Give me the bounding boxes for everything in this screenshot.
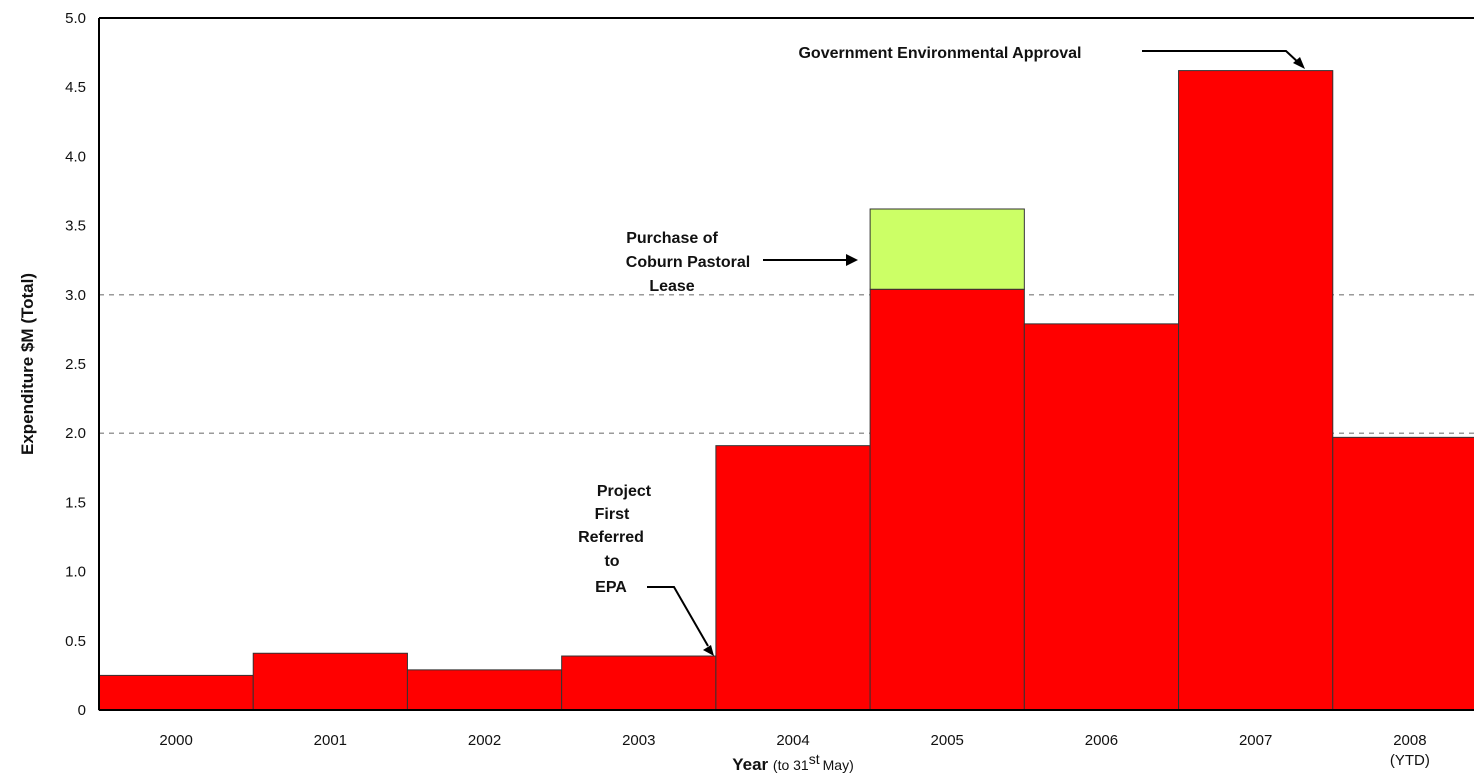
bar-2004-series-0 bbox=[715, 445, 871, 711]
y-tick-label: 3.0 bbox=[65, 287, 86, 304]
x-tick-labels: 2000 2001 2002 2003 2004 2005 2006 2007 2008 (YTD… bbox=[159, 732, 1429, 769]
x-tick-label: 2001 bbox=[314, 732, 347, 749]
annotation-epa-line-2: First bbox=[595, 506, 630, 523]
bar-2007-series-0 bbox=[1178, 70, 1334, 711]
y-tick-label: 2.5 bbox=[65, 356, 86, 373]
y-axis-title: Expenditure $M (Total) bbox=[18, 273, 37, 455]
bar-2008-series-0 bbox=[1332, 436, 1474, 711]
x-tick-label: 2003 bbox=[622, 732, 655, 749]
annotation-coburn-line-1: Purchase of bbox=[626, 230, 718, 247]
x-axis-title-suffix-end: May) bbox=[823, 757, 854, 773]
annotation-epa-arrow bbox=[647, 586, 709, 647]
annotation-coburn-arrowhead bbox=[846, 254, 858, 266]
y-tick-label: 1.0 bbox=[65, 564, 86, 581]
bar-2006-series-0 bbox=[1023, 323, 1180, 711]
annotation-gov-approval-arrow bbox=[1142, 50, 1301, 65]
bar-2005-series-0 bbox=[869, 288, 1025, 711]
annotation-epa-arrowhead bbox=[703, 645, 714, 656]
bars bbox=[98, 70, 1474, 711]
annotation-gov-approval-arrowhead bbox=[1293, 57, 1305, 69]
y-tick-label: 1.5 bbox=[65, 494, 86, 511]
x-tick-label: 2002 bbox=[468, 732, 501, 749]
x-tick-sublabel: (YTD) bbox=[1390, 752, 1430, 769]
x-tick-label: 2006 bbox=[1085, 732, 1118, 749]
x-tick-label: 2008 bbox=[1393, 732, 1426, 749]
x-tick-label: 2005 bbox=[931, 732, 964, 749]
annotation-epa-line-3: Referred bbox=[578, 529, 644, 546]
y-tick-label: 4.0 bbox=[65, 148, 86, 165]
bar-2003-series-0 bbox=[561, 655, 717, 711]
annotation-gov-approval: Government Environmental Approval bbox=[798, 45, 1305, 69]
bar-2001-series-0 bbox=[252, 652, 408, 711]
y-tick-labels: 0 0.5 1.0 1.5 2.0 2.5 3.0 3.5 4.0 4.5 5.0 bbox=[65, 10, 86, 719]
axes bbox=[98, 17, 1474, 711]
y-tick-label: 0.5 bbox=[65, 633, 86, 650]
annotation-epa-referral: Project First Referred to EPA bbox=[578, 483, 714, 656]
y-tick-label: 0 bbox=[78, 702, 86, 719]
y-tick-label: 3.5 bbox=[65, 218, 86, 235]
annotation-epa-line-4: to bbox=[604, 553, 619, 570]
annotation-gov-approval-text: Government Environmental Approval bbox=[798, 45, 1081, 62]
annotation-coburn-line-3: Lease bbox=[649, 278, 694, 295]
bar-2005-series-1 bbox=[869, 208, 1025, 290]
annotation-coburn-line-2: Coburn Pastoral bbox=[626, 254, 750, 271]
y-tick-label: 4.5 bbox=[65, 79, 86, 96]
bar-2002-series-0 bbox=[406, 669, 563, 711]
bar-2000-series-0 bbox=[98, 674, 254, 711]
x-tick-label: 2000 bbox=[159, 732, 192, 749]
annotation-epa-line-5: EPA bbox=[595, 579, 627, 596]
x-tick-label: 2004 bbox=[776, 732, 809, 749]
y-tick-label: 5.0 bbox=[65, 10, 86, 27]
annotation-coburn-purchase: Purchase of Coburn Pastoral Lease bbox=[626, 230, 858, 295]
x-tick-label: 2007 bbox=[1239, 732, 1272, 749]
x-axis-title-suffix: (to 31 bbox=[773, 757, 809, 773]
y-tick-label: 2.0 bbox=[65, 425, 86, 442]
x-axis-title: Year (to 31st May) bbox=[732, 751, 854, 774]
annotation-epa-line-1: Project bbox=[597, 483, 652, 500]
x-axis-title-sup: st bbox=[809, 751, 820, 767]
x-axis-title-main: Year bbox=[732, 755, 768, 774]
